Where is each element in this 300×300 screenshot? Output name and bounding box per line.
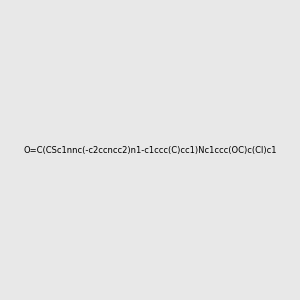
- Text: O=C(CSc1nnc(-c2ccncc2)n1-c1ccc(C)cc1)Nc1ccc(OC)c(Cl)c1: O=C(CSc1nnc(-c2ccncc2)n1-c1ccc(C)cc1)Nc1…: [23, 146, 277, 154]
